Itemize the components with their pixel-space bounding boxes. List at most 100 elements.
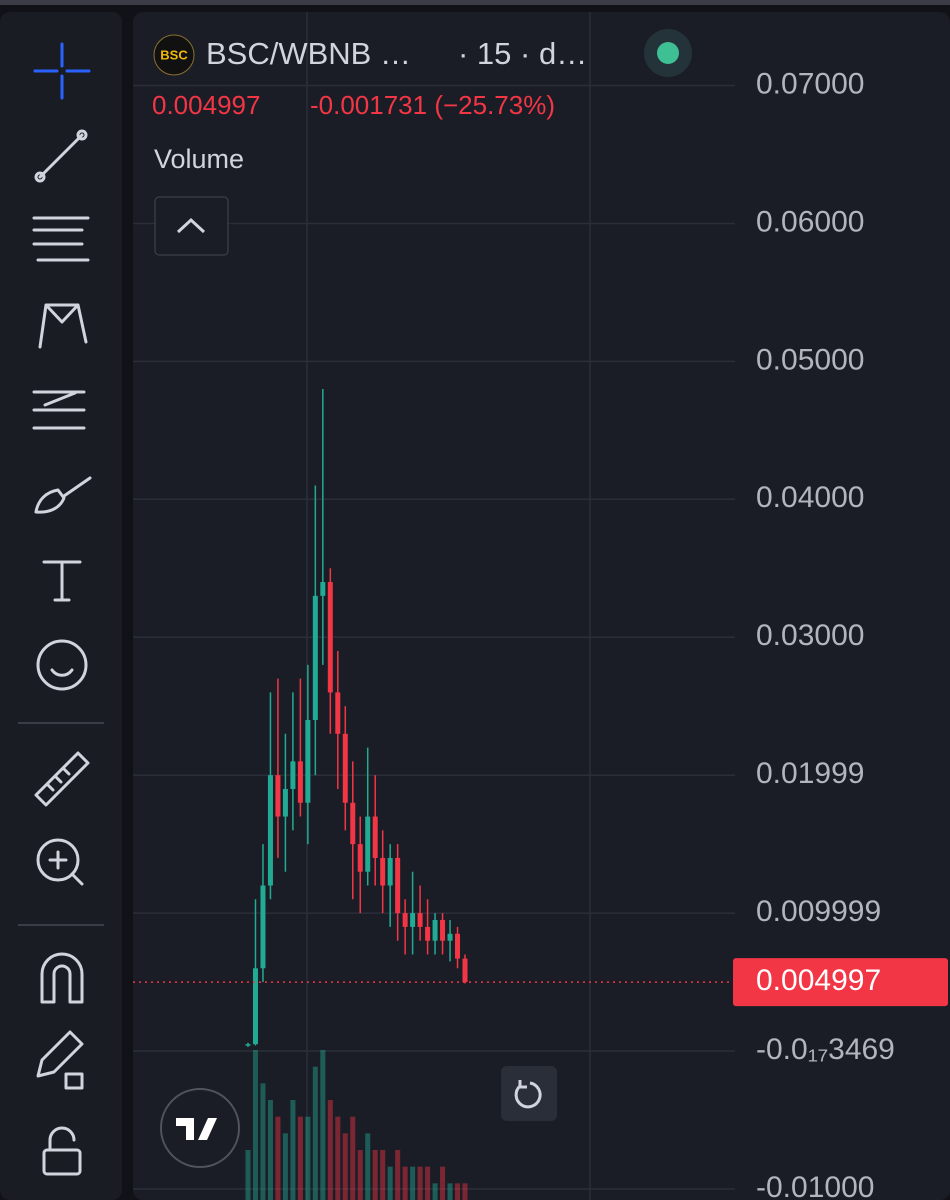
chart-panel <box>133 12 950 1200</box>
zoom-tool[interactable] <box>36 838 80 882</box>
y-tick-label: 0.06000 <box>756 205 864 238</box>
volume-bar <box>342 1133 348 1200</box>
lock-drawings-tool[interactable] <box>36 1030 84 1078</box>
candle-body <box>245 1044 251 1046</box>
candle-body <box>395 857 401 914</box>
y-tick-label: -0.0₁₇3469 <box>756 1033 895 1066</box>
candle-body <box>335 692 341 734</box>
candle-body <box>447 933 453 941</box>
volume-bar <box>417 1166 423 1200</box>
volume-bar <box>282 1133 288 1200</box>
logo-text: BSC <box>160 47 188 62</box>
ruler-tool[interactable] <box>34 751 90 807</box>
volume-bar <box>425 1166 431 1200</box>
emoji-smile <box>50 668 74 677</box>
emoji-tool[interactable] <box>36 639 88 691</box>
toolbar-icons[interactable] <box>18 42 104 1176</box>
candle-body <box>462 958 468 983</box>
line-tool-dot <box>34 171 46 183</box>
volume-bar <box>275 1116 281 1200</box>
collapse-icon <box>176 217 206 234</box>
candle-body <box>312 595 318 720</box>
volume-bar <box>350 1116 356 1200</box>
y-tick-label: -0.01000 <box>756 1171 874 1200</box>
toolbar-divider <box>18 924 104 926</box>
crosshair-tool[interactable] <box>33 42 91 100</box>
line-tool-dot <box>76 129 88 141</box>
volume-bar <box>327 1100 333 1200</box>
volume-bar <box>267 1100 273 1200</box>
candle-body <box>417 913 423 927</box>
candle-body <box>350 802 356 845</box>
interval[interactable]: · 15 · d… <box>458 36 587 71</box>
volume-bar <box>380 1150 386 1200</box>
candle-body <box>402 913 408 927</box>
candle-body <box>282 788 288 817</box>
candle-body <box>260 885 266 969</box>
volume-bar <box>447 1183 453 1200</box>
volume-bar <box>432 1183 438 1200</box>
volume-bar <box>305 1116 311 1200</box>
magnet-tool[interactable] <box>40 952 84 1004</box>
candle-body <box>357 844 363 872</box>
candle-body <box>455 933 461 959</box>
reset-icon <box>514 1080 542 1109</box>
tv-logo-mark <box>176 1118 217 1140</box>
collapse-button[interactable] <box>154 196 229 256</box>
candle-body <box>342 733 348 803</box>
text-tool[interactable] <box>42 560 82 602</box>
toolbar-divider <box>18 722 104 724</box>
candle-body <box>275 775 281 817</box>
lock-icon <box>64 1072 84 1090</box>
volume-bar <box>297 1116 303 1200</box>
pattern-tool[interactable] <box>38 303 88 349</box>
volume-bar <box>245 1150 251 1200</box>
price-label-bg <box>733 958 948 1007</box>
volume-bar <box>462 1183 468 1200</box>
candle-body <box>297 761 303 803</box>
brush-tool[interactable] <box>34 476 92 514</box>
logo <box>153 34 195 76</box>
candle-body <box>290 761 296 789</box>
y-tick-label: 0.009999 <box>756 895 881 928</box>
y-tick-label: 0.05000 <box>756 343 864 376</box>
candle-body <box>327 582 333 693</box>
toolbar <box>0 12 122 1200</box>
volume-bar <box>372 1150 378 1200</box>
candle-body <box>320 582 326 596</box>
top-border <box>0 0 950 5</box>
study-label[interactable]: Volume <box>154 144 244 174</box>
last-price: 0.004997 <box>152 90 260 120</box>
plot: 0.07000 0.06000 0.05000 0.04000 0.03000 0.019… <box>133 12 948 1200</box>
volume-bar <box>290 1100 296 1200</box>
change: -0.001731 (−25.73%) <box>310 90 555 120</box>
volume-bar <box>402 1166 408 1200</box>
volume-bar <box>312 1066 318 1200</box>
candle-body <box>380 857 386 886</box>
candle-body <box>267 775 273 886</box>
candle-body <box>440 920 446 941</box>
symbol[interactable]: BSC/WBNB … <box>206 36 411 71</box>
y-tick-label: 0.04000 <box>756 481 864 514</box>
unlock-shackle <box>48 1126 76 1152</box>
volume-bar <box>260 1083 266 1200</box>
y-tick-label: 0.01999 <box>756 757 864 790</box>
candle-body <box>387 857 393 886</box>
volume-bar <box>387 1166 393 1200</box>
candle-body <box>252 968 258 1045</box>
tv-logo[interactable] <box>160 1088 240 1168</box>
fib-tool[interactable] <box>32 216 90 262</box>
volume-bar <box>365 1133 371 1200</box>
volume-bar <box>440 1166 446 1200</box>
candle-body <box>305 720 311 803</box>
line-tool[interactable] <box>38 133 84 179</box>
volume-bar <box>252 1050 258 1200</box>
status-dot <box>657 42 679 64</box>
reset-button[interactable] <box>501 1066 557 1121</box>
candle-body <box>425 926 431 941</box>
unlock-tool[interactable] <box>42 1148 82 1176</box>
forecast-tool[interactable] <box>32 390 86 430</box>
zoom-plus <box>48 850 84 886</box>
